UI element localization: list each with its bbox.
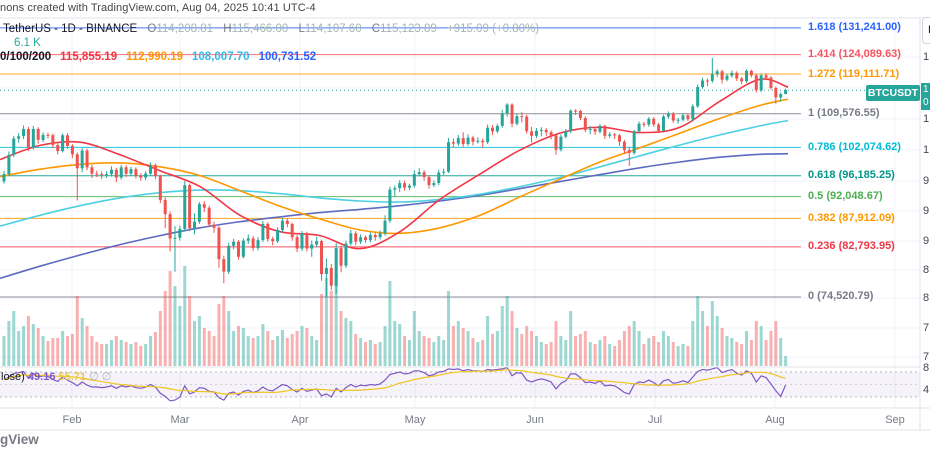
high-value: 115,466.00 (231, 23, 289, 35)
rsi-legend-prefix: lose) (1, 371, 25, 383)
watermark-text: nons created with TradingView.com, Aug 0… (0, 2, 316, 14)
price-axis-tick: 7 (923, 322, 930, 334)
time-axis-label: Jul (647, 414, 663, 426)
time-axis-label: Mar (170, 414, 190, 426)
price-axis-tick: 8 (923, 264, 930, 276)
rsi-legend-row[interactable]: lose) 49.16 55.71 ∅ ∅ (1, 370, 111, 383)
price-axis-tick: 1 (923, 51, 930, 63)
ma-line-cyan (0, 119, 789, 227)
price-axis-tick: 9 (923, 175, 930, 187)
fib-level-label: 0.618 (96,185.25) (808, 169, 895, 181)
rsi-empty-icon: ∅ (101, 371, 112, 383)
rsi-value: 49.16 (27, 371, 56, 383)
low-label: L (298, 23, 305, 35)
symbol-legend-row[interactable]: TetherUS - 1D - BINANCE O114,208.81 H115… (3, 23, 539, 35)
time-axis-label: Feb (62, 414, 82, 426)
rsi-ma-line (3, 369, 786, 395)
ma-ribbon-value: 108,007.70 (192, 51, 250, 63)
pane-borders (0, 17, 930, 431)
ma-ribbon-value: 100,731.52 (258, 51, 317, 63)
fib-level-label: 0.5 (92,048.67) (808, 190, 883, 202)
rsi-pane (0, 366, 920, 402)
time-axis-label: May (404, 414, 426, 426)
fib-level-label: 1.618 (131,241.00) (808, 21, 901, 33)
change-value: +915.09 (+0.80%) (447, 23, 540, 35)
price-axis-tick: 1 (923, 144, 930, 156)
price-axis-tick: 9 (923, 205, 930, 217)
last-price-axis-label: 1 0 (921, 83, 930, 110)
fib-level-label: 1.414 (124,089.63) (808, 48, 901, 60)
ma-line-blue (0, 152, 789, 280)
fib-level-label: 1.272 (119,111.71) (808, 68, 900, 80)
symbol-title: TetherUS - 1D - BINANCE (3, 23, 138, 35)
last-price-line2: 0 (923, 97, 929, 108)
open-label: O (147, 23, 157, 35)
open-value: 114,208.81 (156, 23, 214, 35)
price-axis-tick: 7 (923, 351, 930, 363)
cutoff-toolbar-panel[interactable]: F (922, 17, 930, 44)
time-axis-label: Jun (526, 414, 544, 426)
ma-ribbon-value: 112,990.19 (126, 51, 184, 63)
ma-ribbon-value: 115,855.19 (60, 51, 118, 63)
rsi-ma-value: 55.71 (58, 371, 87, 383)
candlestick-series (2, 58, 788, 298)
rsi-axis-tick: 4 (923, 384, 930, 396)
time-axis-label: Aug (765, 414, 785, 426)
rsi-line (3, 366, 787, 402)
rsi-empty-icon: ∅ (89, 371, 99, 383)
ma-ribbon-values: 115,855.19 112,990.19 108,007.70 100,731.52 (51, 51, 316, 63)
fib-level-label: 0.786 (102,074.62) (808, 141, 901, 153)
close-label: C (371, 23, 381, 35)
symbol-price-badge[interactable]: BTCUSDT (866, 85, 920, 101)
ma-ribbon-legend-row[interactable]: 0/100/200 115,855.19 112,990.19 108,007.70 1… (0, 51, 316, 63)
high-label: H (223, 23, 232, 35)
ma-ribbon-lines (0, 78, 789, 280)
volume-legend-row[interactable]: 6.1 K (14, 37, 41, 49)
grid-lines (0, 18, 920, 408)
rsi-axis-tick: 8 (923, 362, 930, 374)
fib-level-label: 0.382 (87,912.09) (808, 212, 895, 224)
last-price-line1: 1 (923, 84, 929, 95)
volume-series (2, 266, 788, 366)
price-axis-tick: 9 (923, 235, 930, 247)
time-axis-label: Apr (291, 414, 309, 426)
price-axis-tick: 8 (923, 292, 930, 304)
fib-level-label: 0 (74,520.79) (808, 290, 874, 302)
ma-ribbon-label: 0/100/200 (0, 51, 52, 63)
tradingview-logo[interactable]: gView (0, 432, 39, 447)
fib-level-label: 0.236 (82,793.95) (808, 240, 895, 252)
ma-line-red (0, 78, 789, 250)
time-axis-label: Sep (885, 414, 905, 426)
price-axis-tick: 1 (923, 113, 930, 125)
close-value: 115,123.89 (380, 23, 437, 35)
ma-line-orange (0, 98, 789, 235)
volume-value: 6.1 K (14, 37, 41, 49)
fib-level-label: 1 (109,576.55) (808, 107, 880, 119)
low-value: 114,107.60 (304, 23, 362, 35)
